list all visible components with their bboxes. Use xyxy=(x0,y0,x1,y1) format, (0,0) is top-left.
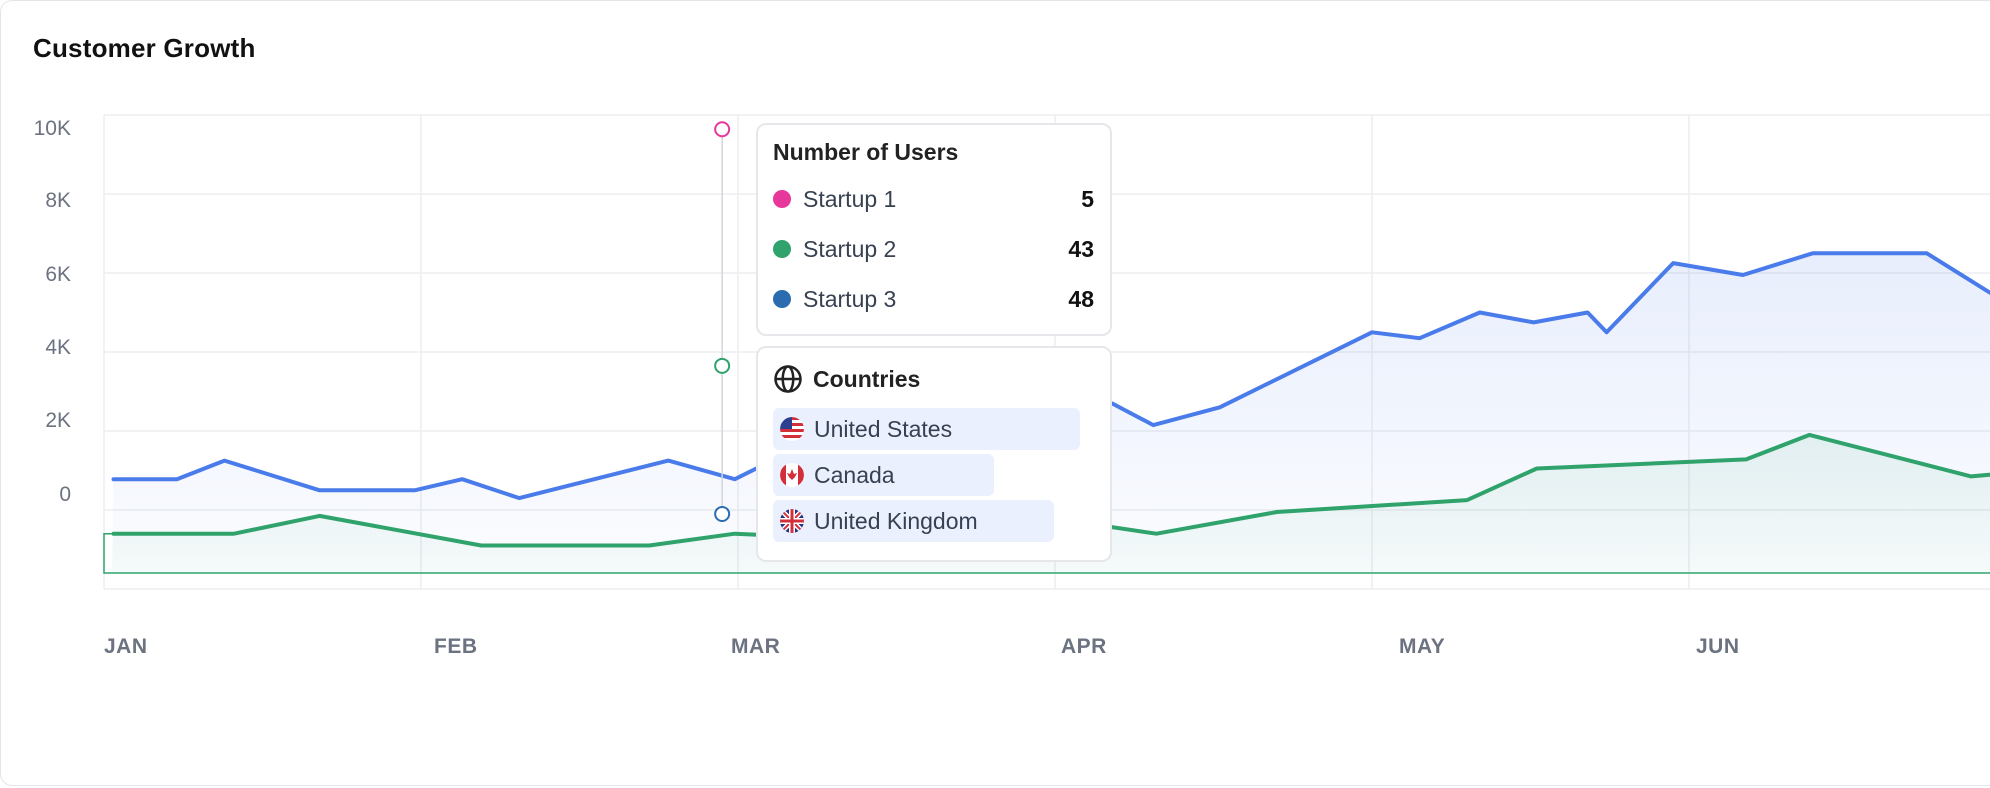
x-tick-label: JAN xyxy=(104,635,148,658)
tooltip-series-value: 5 xyxy=(1081,185,1094,212)
hover-point-marker[interactable] xyxy=(714,505,731,522)
country-pill-united-states[interactable]: United States xyxy=(773,408,1080,450)
country-pill-canada[interactable]: Canada xyxy=(773,454,994,496)
tooltip-series-name: Startup 1 xyxy=(803,185,897,212)
tooltip-series-name: Startup 2 xyxy=(803,235,897,262)
y-tick-label: 10K xyxy=(34,117,71,140)
country-name: United Kingdom xyxy=(814,507,978,534)
ca-flag-icon xyxy=(780,463,804,487)
countries-title: Countries xyxy=(813,365,921,392)
x-tick-label: JUN xyxy=(1696,635,1740,658)
y-tick-label: 4K xyxy=(45,336,71,359)
x-tick-label: MAR xyxy=(731,635,780,658)
hover-point-marker[interactable] xyxy=(714,121,731,138)
series-area-outline xyxy=(103,532,1990,574)
y-tick-label: 2K xyxy=(45,409,71,432)
country-pill-united-kingdom[interactable]: United Kingdom xyxy=(773,500,1054,542)
chart-title: Customer Growth xyxy=(33,33,256,63)
us-flag-icon xyxy=(780,417,804,441)
tooltip-series-value: 48 xyxy=(1068,285,1094,312)
tooltip-row-startup-3: Startup 3 48 xyxy=(773,274,1094,324)
tooltip-series-name: Startup 3 xyxy=(803,285,897,312)
series-area xyxy=(111,434,1990,573)
tooltip-row-startup-1: Startup 1 5 xyxy=(773,174,1094,224)
hover-point-marker[interactable] xyxy=(714,357,731,374)
globe-icon xyxy=(774,365,802,393)
uk-flag-icon xyxy=(780,509,804,533)
tooltip-row-startup-2: Startup 2 43 xyxy=(773,224,1094,274)
series-line[interactable] xyxy=(111,251,1990,501)
series-dot-icon xyxy=(773,190,791,208)
countries-header: Countries xyxy=(773,364,1094,394)
series-dot-icon xyxy=(773,290,791,308)
users-tooltip: Number of Users Startup 1 5 Startup 2 43… xyxy=(756,123,1112,336)
x-tick-label: MAY xyxy=(1399,635,1445,658)
y-tick-label: 6K xyxy=(45,263,71,286)
y-tick-label: 8K xyxy=(45,189,71,212)
x-tick-label: FEB xyxy=(434,635,478,658)
series-dot-icon xyxy=(773,240,791,258)
country-name: Canada xyxy=(814,461,895,488)
countries-panel: Countries United States Cana xyxy=(756,346,1112,562)
tooltip-title: Number of Users xyxy=(773,139,959,165)
y-tick-label: 0 xyxy=(59,483,71,506)
tooltip-series-value: 43 xyxy=(1068,235,1094,262)
country-name: United States xyxy=(814,415,953,442)
x-tick-label: APR xyxy=(1061,635,1107,658)
